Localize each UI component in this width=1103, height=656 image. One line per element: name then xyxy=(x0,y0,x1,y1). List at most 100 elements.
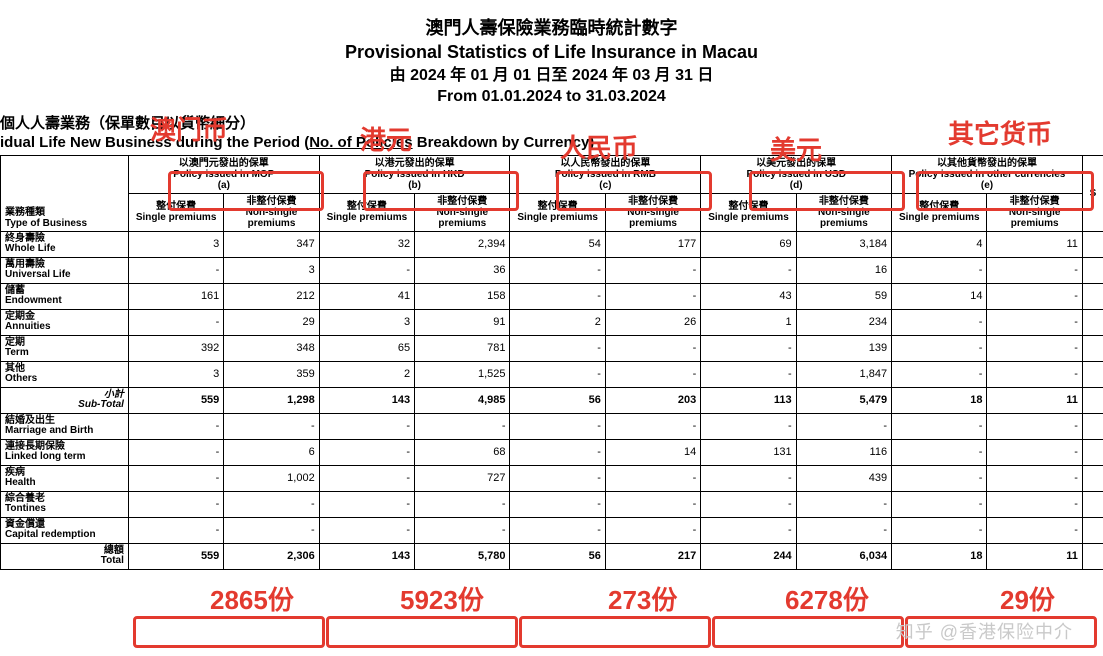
cell-value: - xyxy=(510,465,605,491)
cell-value: 11 xyxy=(987,387,1082,413)
cell-trailing xyxy=(1082,231,1103,257)
cell-value: - xyxy=(701,257,796,283)
row-label: 結婚及出生Marriage and Birth xyxy=(1,413,129,439)
annotation-currency-hkd: 港元 xyxy=(360,120,412,157)
cell-value: - xyxy=(701,465,796,491)
cell-value: 1,298 xyxy=(224,387,319,413)
annotation-currency-other: 其它货币 xyxy=(948,114,1052,151)
cell-value: 32 xyxy=(319,231,414,257)
cell-value: - xyxy=(224,517,319,543)
cell-value: - xyxy=(415,413,510,439)
cell-value: 2,306 xyxy=(224,543,319,569)
cell-value: 91 xyxy=(415,309,510,335)
cell-value: - xyxy=(987,465,1082,491)
title-block: 澳門人壽保險業務臨時統計數字 Provisional Statistics of… xyxy=(0,0,1103,108)
cell-value: 392 xyxy=(128,335,223,361)
cell-value: 116 xyxy=(796,439,891,465)
cell-value: - xyxy=(987,257,1082,283)
row-label: 小計Sub-Total xyxy=(1,387,129,413)
annotation-box-header-hkd xyxy=(363,171,519,211)
cell-value: 65 xyxy=(319,335,414,361)
title-date-en: From 01.01.2024 to 31.03.2024 xyxy=(0,86,1103,108)
cell-value: - xyxy=(128,257,223,283)
cell-value: - xyxy=(510,517,605,543)
cell-value: - xyxy=(892,465,987,491)
annotation-box-total-rmb xyxy=(519,616,711,648)
cell-value: 131 xyxy=(701,439,796,465)
cell-value: - xyxy=(605,491,700,517)
row-label: 連接長期保險Linked long term xyxy=(1,439,129,465)
cell-value: - xyxy=(987,361,1082,387)
cell-value: - xyxy=(892,439,987,465)
cell-trailing xyxy=(1082,413,1103,439)
cell-value: 203 xyxy=(605,387,700,413)
cell-trailing xyxy=(1082,543,1103,569)
cell-value: - xyxy=(605,335,700,361)
table-body: 終身壽險Whole Life3347322,39454177693,184411… xyxy=(1,231,1103,569)
cell-value: 4,985 xyxy=(415,387,510,413)
cell-value: 161 xyxy=(128,283,223,309)
watermark: 知乎 @香港保险中介 xyxy=(896,618,1073,644)
cell-value: 18 xyxy=(892,387,987,413)
cell-value: 727 xyxy=(415,465,510,491)
annotation-currency-rmb: 人民币 xyxy=(560,128,638,165)
cell-value: - xyxy=(319,517,414,543)
annotation-total-hkd: 5923份 xyxy=(400,580,484,617)
cell-value: - xyxy=(224,413,319,439)
cell-value: - xyxy=(701,361,796,387)
cell-value: 56 xyxy=(510,387,605,413)
cell-value: - xyxy=(987,413,1082,439)
cell-value: 5,780 xyxy=(415,543,510,569)
title-date-cn: 由 2024 年 01 月 01 日至 2024 年 03 月 31 日 xyxy=(0,65,1103,87)
cell-value: 3 xyxy=(128,361,223,387)
cell-value: - xyxy=(319,491,414,517)
cell-value: 14 xyxy=(605,439,700,465)
policies-table: 業務種類 Type of Business 以澳門元發出的保單Policy is… xyxy=(0,155,1103,570)
row-label: 定期Term xyxy=(1,335,129,361)
cell-value: - xyxy=(510,335,605,361)
row-label: 定期金Annuities xyxy=(1,309,129,335)
cell-value: 2 xyxy=(510,309,605,335)
cell-trailing xyxy=(1082,361,1103,387)
table-row: 總額Total5592,3061435,780562172446,0341811 xyxy=(1,543,1103,569)
cell-value: - xyxy=(987,439,1082,465)
row-label: 資金償還Capital redemption xyxy=(1,517,129,543)
row-label: 終身壽險Whole Life xyxy=(1,231,129,257)
cell-value: 69 xyxy=(701,231,796,257)
table-row: 定期Term39234865781---139-- xyxy=(1,335,1103,361)
cell-value: - xyxy=(319,257,414,283)
cell-value: - xyxy=(701,335,796,361)
cell-value: - xyxy=(605,465,700,491)
annotation-box-header-usd xyxy=(749,171,905,211)
cell-value: - xyxy=(987,309,1082,335)
cell-value: 3 xyxy=(319,309,414,335)
cell-trailing xyxy=(1082,309,1103,335)
cell-value: 244 xyxy=(701,543,796,569)
cell-value: - xyxy=(128,413,223,439)
cell-value: 234 xyxy=(796,309,891,335)
table-row: 小計Sub-Total5591,2981434,985562031135,479… xyxy=(1,387,1103,413)
cell-value: 3,184 xyxy=(796,231,891,257)
cell-value: 18 xyxy=(892,543,987,569)
cell-value: 143 xyxy=(319,543,414,569)
cell-value: 59 xyxy=(796,283,891,309)
cell-value: 1 xyxy=(701,309,796,335)
row-label: 總額Total xyxy=(1,543,129,569)
cell-value: - xyxy=(987,491,1082,517)
cell-value: 6 xyxy=(224,439,319,465)
cell-value: 16 xyxy=(796,257,891,283)
cell-value: 11 xyxy=(987,543,1082,569)
cell-value: 158 xyxy=(415,283,510,309)
cell-value: 56 xyxy=(510,543,605,569)
cell-value: - xyxy=(128,309,223,335)
table-row: 定期金Annuities-293912261234-- xyxy=(1,309,1103,335)
table-row: 綜合養老Tontines---------- xyxy=(1,491,1103,517)
cell-value: 3 xyxy=(128,231,223,257)
cell-value: - xyxy=(319,413,414,439)
cell-value: 212 xyxy=(224,283,319,309)
cell-value: 4 xyxy=(892,231,987,257)
cell-value: 559 xyxy=(128,387,223,413)
cell-value: 29 xyxy=(224,309,319,335)
cell-value: - xyxy=(892,335,987,361)
cell-value: 143 xyxy=(319,387,414,413)
